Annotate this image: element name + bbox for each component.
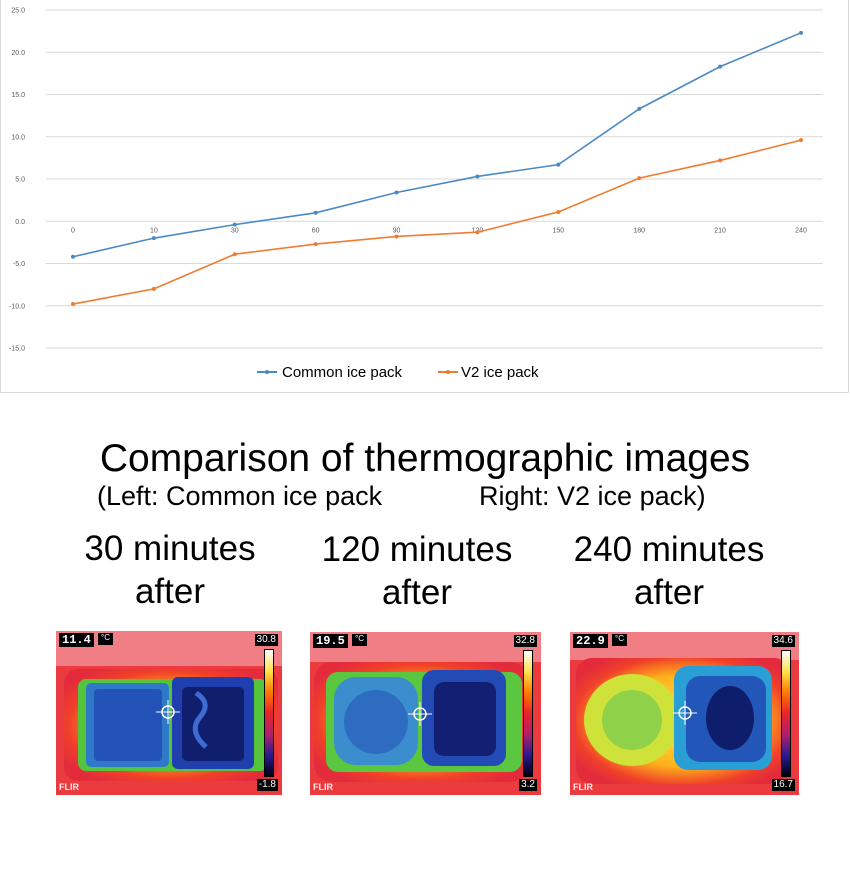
scale-max-value: 32.8	[513, 635, 537, 647]
temperature-scale-bar	[264, 649, 274, 777]
caption-line2: after	[633, 573, 705, 612]
flir-logo: FLIR	[573, 782, 593, 792]
data-point	[151, 286, 156, 291]
temperature-scale-bar	[781, 650, 791, 777]
data-point	[556, 209, 561, 214]
y-tick-label: 25.0	[11, 8, 25, 15]
caption-line1: 120 minutes	[321, 530, 513, 569]
thermal-image-30-minutes: 11.4 °C 30.8 -1.8 FLIR	[56, 631, 282, 795]
thermal-image-120-minutes: 19.5 °C 32.8 3.2 FLIR	[310, 632, 541, 795]
subtitle-left: (Left: Common ice pack	[97, 481, 383, 511]
series-line-1	[72, 139, 802, 305]
x-tick-label: 0	[71, 227, 75, 234]
scale-max-value: 30.8	[254, 634, 278, 646]
spot-temperature: 11.4	[59, 633, 94, 647]
scale-min-value: 3.2	[519, 779, 537, 791]
data-point	[232, 222, 237, 227]
scale-min-value: -1.8	[256, 779, 278, 791]
x-tick-label: 30	[231, 227, 239, 234]
x-tick-label: 210	[714, 227, 726, 234]
gridlines	[46, 9, 823, 349]
data-point	[313, 242, 318, 247]
series-line-0	[72, 32, 802, 258]
y-axis-ticks: 25.0 20.0 15.0 10.0 5.0 0.0 -5.0 -10.0 -15.0	[9, 8, 25, 353]
caption-line1: 240 minutes	[573, 530, 765, 569]
x-tick-label: 180	[633, 227, 645, 234]
data-point	[637, 176, 642, 181]
spot-temperature: 19.5	[313, 634, 348, 648]
scale-max-value: 34.6	[771, 635, 795, 647]
data-point	[475, 174, 480, 179]
caption-line1: 30 minutes	[84, 529, 256, 568]
caption-240-minutes: 240 minutes after	[549, 528, 789, 614]
data-point	[394, 234, 399, 239]
data-point	[71, 302, 75, 307]
section-title: Comparison of thermographic images	[99, 437, 751, 480]
legend-marker-common	[265, 370, 269, 374]
unit-label: °C	[98, 633, 113, 645]
data-point	[799, 30, 803, 35]
data-point	[637, 106, 642, 111]
line-chart: 25.0 20.0 15.0 10.0 5.0 0.0 -5.0 -10.0 -15.0 0 10…	[9, 8, 823, 381]
temperature-scale-bar	[523, 650, 533, 777]
spot-temperature: 22.9	[573, 634, 608, 648]
unit-label: °C	[352, 634, 367, 646]
x-tick-label: 150	[552, 227, 564, 234]
data-point	[151, 236, 156, 241]
data-point	[313, 210, 318, 215]
data-point	[232, 252, 237, 257]
data-point	[475, 230, 480, 235]
x-tick-label: 90	[393, 227, 401, 234]
subtitle-right: Right: V2 ice pack)	[479, 481, 706, 511]
y-tick-label: -15.0	[9, 346, 25, 353]
caption-line2: after	[381, 573, 453, 612]
data-point	[394, 190, 399, 195]
x-tick-label: 10	[150, 227, 158, 234]
legend-label-v2: V2 ice pack	[461, 364, 539, 381]
y-tick-label: 5.0	[15, 177, 25, 184]
thermal-picture	[570, 632, 799, 795]
chart-legend: Common ice pack V2 ice pack	[257, 364, 539, 381]
data-point	[718, 158, 723, 163]
unit-label: °C	[612, 634, 627, 646]
caption-120-minutes: 120 minutes after	[297, 528, 537, 614]
data-point	[71, 254, 75, 259]
y-tick-label: 10.0	[11, 134, 25, 141]
line-chart-panel: 25.0 20.0 15.0 10.0 5.0 0.0 -5.0 -10.0 -15.0 0 10…	[0, 0, 849, 393]
y-tick-label: 0.0	[15, 219, 25, 226]
scale-min-value: 16.7	[771, 779, 795, 791]
y-tick-label: 15.0	[11, 92, 25, 99]
thermal-picture	[310, 632, 541, 795]
legend-marker-v2	[446, 370, 450, 374]
series-lines	[71, 30, 803, 307]
caption-line2: after	[134, 572, 206, 611]
y-tick-label: 20.0	[11, 50, 25, 57]
data-point	[718, 64, 723, 69]
y-tick-label: -5.0	[13, 261, 25, 268]
data-point	[799, 138, 803, 143]
y-tick-label: -10.0	[9, 303, 25, 310]
x-tick-label: 60	[312, 227, 320, 234]
thermal-picture	[56, 631, 282, 795]
flir-logo: FLIR	[59, 782, 79, 792]
x-tick-label: 240	[795, 227, 807, 234]
thermal-image-240-minutes: 22.9 °C 34.6 16.7 FLIR	[570, 632, 799, 795]
caption-30-minutes: 30 minutes after	[50, 527, 290, 613]
legend-label-common: Common ice pack	[282, 364, 403, 381]
data-point	[556, 162, 561, 167]
flir-logo: FLIR	[313, 782, 333, 792]
